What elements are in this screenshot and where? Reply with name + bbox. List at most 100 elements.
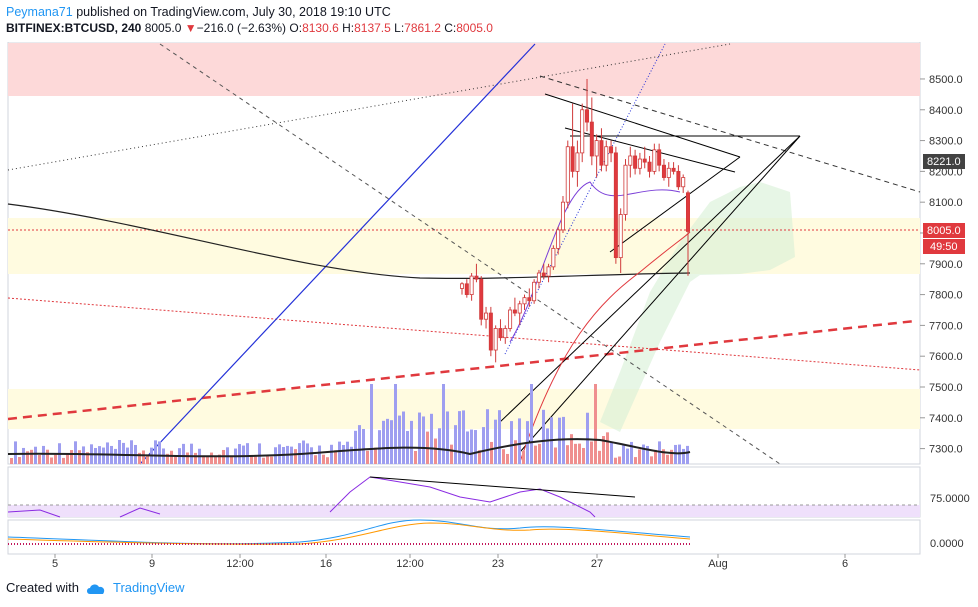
- volume-bar: [522, 451, 525, 464]
- volume-bar: [474, 430, 477, 464]
- volume-bar: [186, 452, 189, 464]
- candle-body: [666, 167, 671, 178]
- candle-body: [686, 192, 691, 232]
- y-tick-label: 8200.0: [929, 166, 963, 178]
- volume-bar: [398, 415, 401, 464]
- candle-body: [522, 297, 527, 305]
- volume-bar: [590, 441, 593, 464]
- header-row-1: Peymana71 published on TradingView.com, …: [6, 4, 493, 20]
- volume-bar: [538, 443, 541, 464]
- last-price-tag-text: 8005.0: [927, 225, 961, 237]
- volume-bar: [574, 443, 577, 464]
- volume-bar: [634, 457, 637, 464]
- wedge-lower-line: [499, 135, 801, 423]
- volume-bar: [466, 431, 469, 464]
- candle-body: [517, 303, 522, 314]
- volume-bar: [190, 443, 193, 464]
- volume-bar: [394, 384, 397, 464]
- price-axis[interactable]: 8500.08400.08300.08200.08100.08000.07900…: [920, 74, 963, 456]
- volume-bar: [434, 438, 437, 464]
- rsi-line: [7, 476, 596, 518]
- volume-bar: [446, 411, 449, 464]
- volume-bar: [338, 441, 341, 464]
- low-value: 7861.2: [404, 21, 441, 35]
- wedge-inner-line: [609, 156, 741, 253]
- tradingview-brand-link[interactable]: TradingView: [112, 580, 185, 595]
- volume-bar: [442, 384, 445, 464]
- volume-bar: [438, 428, 441, 464]
- volume-bar: [498, 410, 501, 464]
- x-tick-label: 12:00: [226, 558, 254, 570]
- volume-bar: [30, 449, 33, 464]
- low-label: L:: [394, 21, 405, 35]
- candle-body: [503, 328, 508, 339]
- volume-bar: [42, 445, 45, 464]
- published-text: published on TradingView.com, July 30, 2…: [76, 5, 391, 19]
- volume-bar: [626, 448, 629, 464]
- volume-bar: [118, 440, 121, 464]
- volume-bar: [50, 457, 53, 464]
- volume-bar: [510, 421, 513, 464]
- volume-bar: [598, 450, 601, 464]
- candle-body: [618, 214, 623, 259]
- blue-dotted-trend: [504, 43, 666, 355]
- time-axis[interactable]: 5 9 12:00 16 12:00 23 27 Aug 6: [52, 554, 848, 570]
- y-tick-label: 7300.0: [929, 444, 963, 456]
- candle-body: [594, 140, 599, 157]
- volume-bar: [166, 453, 169, 464]
- candle-body: [604, 146, 609, 166]
- volume-bar: [418, 412, 421, 464]
- volume-bar: [142, 450, 145, 464]
- volume-bar: [46, 449, 49, 464]
- candle-body: [508, 309, 513, 329]
- volume-bar: [666, 454, 669, 464]
- volume-bar: [294, 449, 297, 464]
- volume-bar: [658, 441, 661, 464]
- volume-bar: [218, 454, 221, 464]
- volume-bar: [686, 445, 689, 464]
- x-tick-label: 27: [591, 558, 603, 570]
- candle-body: [512, 309, 517, 314]
- volume-bar: [34, 446, 37, 464]
- y-tick-label: 7900.0: [929, 259, 963, 271]
- volume-bar: [18, 456, 21, 464]
- candle-body: [623, 164, 628, 215]
- volume-bar: [346, 441, 349, 464]
- chart-header: Peymana71 published on TradingView.com, …: [6, 4, 493, 36]
- wedge-lower-line-2: [519, 135, 801, 453]
- volume-bar: [214, 455, 217, 464]
- volume-bar: [618, 456, 621, 464]
- volume-bar: [250, 454, 253, 464]
- volume-bar: [182, 443, 185, 464]
- volume-bar: [506, 453, 509, 464]
- volume-bar: [370, 384, 373, 464]
- volume-bar: [378, 430, 381, 464]
- price-chart[interactable]: 8500.08400.08300.08200.08100.08000.07900…: [0, 42, 978, 572]
- y-tick-label: 8400.0: [929, 105, 963, 117]
- volume-bar: [26, 451, 29, 464]
- volume-bar: [170, 450, 173, 464]
- rsi-divergence-line: [369, 476, 636, 498]
- rsi-band: [8, 505, 920, 517]
- candle-body: [474, 275, 479, 280]
- volume-bar: [314, 455, 317, 464]
- volume-bar: [402, 411, 405, 464]
- volume-bar: [102, 447, 105, 464]
- candle-body: [498, 328, 503, 339]
- moving-average-line: [7, 203, 691, 279]
- volume-bar: [502, 449, 505, 464]
- x-tick-label: Aug: [708, 558, 728, 570]
- volume-bar: [78, 450, 81, 464]
- descending-dashed-trend: [159, 43, 781, 465]
- volume-bar: [410, 420, 413, 464]
- volume-bar: [670, 449, 673, 464]
- volume-bar: [386, 418, 389, 464]
- close-value: 8005.0: [456, 21, 493, 35]
- volume-bar: [266, 456, 269, 464]
- author-link[interactable]: Peymana71: [6, 5, 73, 19]
- volume-bar: [38, 455, 41, 464]
- candle-body: [642, 158, 647, 163]
- candle-body: [633, 155, 638, 169]
- open-label: O:: [289, 21, 303, 35]
- volume-bar: [582, 447, 585, 464]
